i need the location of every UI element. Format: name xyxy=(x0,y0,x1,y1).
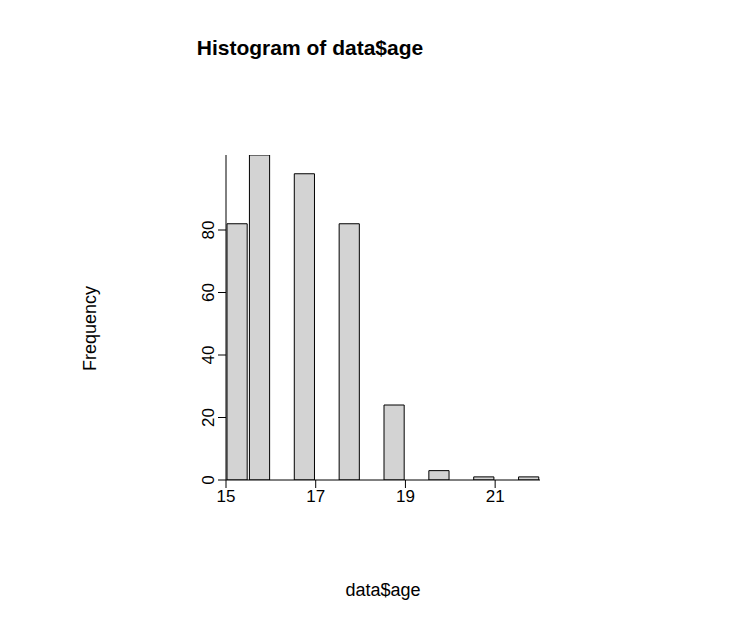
svg-text:80: 80 xyxy=(199,221,218,240)
svg-text:60: 60 xyxy=(199,283,218,302)
svg-text:0: 0 xyxy=(199,475,218,484)
svg-text:15: 15 xyxy=(217,487,236,506)
svg-text:19: 19 xyxy=(396,487,415,506)
svg-text:20: 20 xyxy=(199,408,218,427)
html-text:Frequency: Frequency xyxy=(79,286,100,371)
html-text:data$age: data$age xyxy=(345,580,421,600)
svg-text:40: 40 xyxy=(199,346,218,365)
svg-text:21: 21 xyxy=(486,487,505,506)
html-text:Histogram of data$age: Histogram of data$age xyxy=(196,36,424,59)
svg-text:17: 17 xyxy=(306,487,325,506)
